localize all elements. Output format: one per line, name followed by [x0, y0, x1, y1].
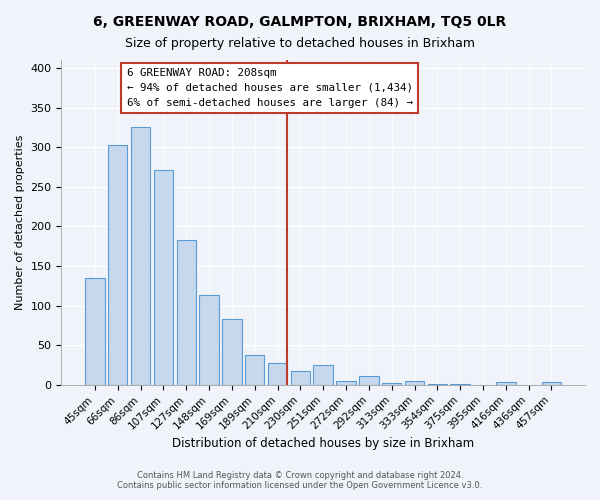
Bar: [199, 296, 219, 385]
Bar: [154, 170, 173, 385]
Bar: [290, 370, 310, 385]
Bar: [313, 365, 333, 385]
Text: Contains HM Land Registry data © Crown copyright and database right 2024.
Contai: Contains HM Land Registry data © Crown c…: [118, 470, 482, 490]
Bar: [337, 381, 356, 385]
Bar: [428, 384, 447, 385]
Bar: [268, 364, 287, 385]
Bar: [131, 128, 150, 385]
Bar: [222, 319, 242, 385]
Text: 6, GREENWAY ROAD, GALMPTON, BRIXHAM, TQ5 0LR: 6, GREENWAY ROAD, GALMPTON, BRIXHAM, TQ5…: [94, 15, 506, 29]
Bar: [245, 355, 265, 385]
Bar: [108, 145, 127, 385]
Bar: [382, 384, 401, 385]
Y-axis label: Number of detached properties: Number of detached properties: [15, 134, 25, 310]
Bar: [359, 376, 379, 385]
X-axis label: Distribution of detached houses by size in Brixham: Distribution of detached houses by size …: [172, 437, 474, 450]
Bar: [176, 240, 196, 385]
Text: 6 GREENWAY ROAD: 208sqm
← 94% of detached houses are smaller (1,434)
6% of semi-: 6 GREENWAY ROAD: 208sqm ← 94% of detache…: [127, 68, 413, 108]
Bar: [496, 382, 515, 385]
Text: Size of property relative to detached houses in Brixham: Size of property relative to detached ho…: [125, 38, 475, 51]
Bar: [542, 382, 561, 385]
Bar: [85, 278, 104, 385]
Bar: [405, 381, 424, 385]
Bar: [451, 384, 470, 385]
